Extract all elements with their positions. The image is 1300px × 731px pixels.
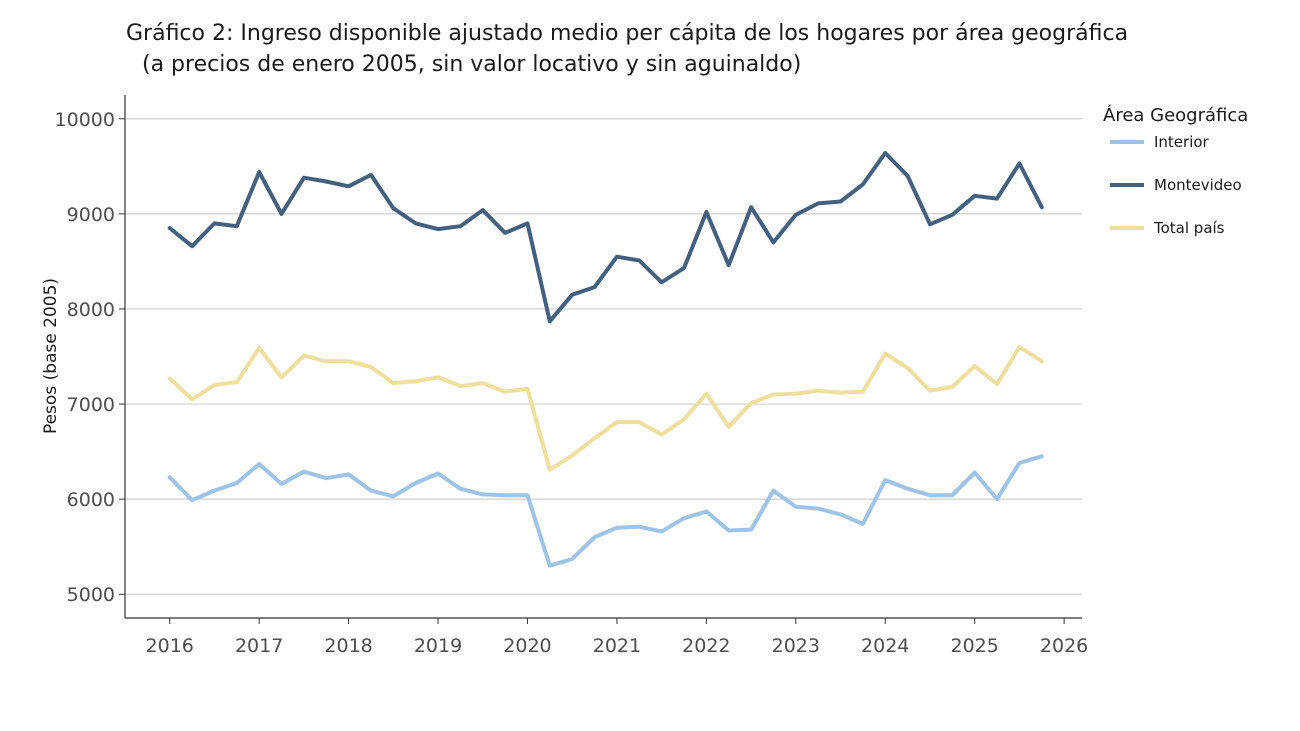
series-line-montevideo (167, 151, 1044, 324)
x-tick-label: 2018 (324, 635, 372, 657)
series-line-total-pa-s (167, 345, 1044, 472)
y-tick-label: 10000 (55, 109, 115, 131)
legend-label-total-pa-s: Total país (1153, 219, 1225, 237)
x-tick-label: 2024 (861, 635, 909, 657)
y-axis-label: Pesos (base 2005) (41, 278, 61, 434)
y-tick-label: 7000 (67, 394, 115, 416)
legend: Área Geográfica Interior Montevideo Total … (1103, 104, 1248, 237)
chart-title-line1: Gráfico 2: Ingreso disponible ajustado m… (126, 21, 1129, 46)
legend-label-interior: Interior (1154, 133, 1210, 151)
x-tick-label: 2023 (772, 635, 820, 657)
grid-lines (125, 118, 1082, 595)
y-axis-ticks: 5000 6000 7000 8000 9000 10000 (55, 109, 125, 606)
series-line-interior (167, 454, 1044, 568)
x-axis-ticks: 2016 2017 2018 2019 2020 2021 2022 2023 2024 2025… (146, 618, 1088, 657)
y-tick-label: 6000 (67, 489, 115, 511)
y-tick-label: 8000 (67, 299, 115, 321)
x-tick-label: 2026 (1040, 635, 1088, 657)
series-lines (167, 151, 1044, 568)
chart-title: Gráfico 2: Ingreso disponible ajustado m… (126, 18, 1128, 80)
legend-label-montevideo: Montevideo (1154, 176, 1242, 194)
x-tick-label: 2017 (235, 635, 283, 657)
y-tick-label: 5000 (67, 584, 115, 606)
x-tick-label: 2019 (414, 635, 462, 657)
axes (124, 95, 1082, 619)
legend-title: Área Geográfica (1103, 104, 1248, 126)
chart-subtitle: (a precios de enero 2005, sin valor loca… (142, 52, 802, 77)
x-tick-label: 2020 (503, 635, 551, 657)
x-tick-label: 2021 (593, 635, 641, 657)
y-tick-label: 9000 (67, 204, 115, 226)
x-tick-label: 2022 (682, 635, 730, 657)
x-tick-label: 2016 (146, 635, 194, 657)
x-tick-label: 2025 (950, 635, 998, 657)
